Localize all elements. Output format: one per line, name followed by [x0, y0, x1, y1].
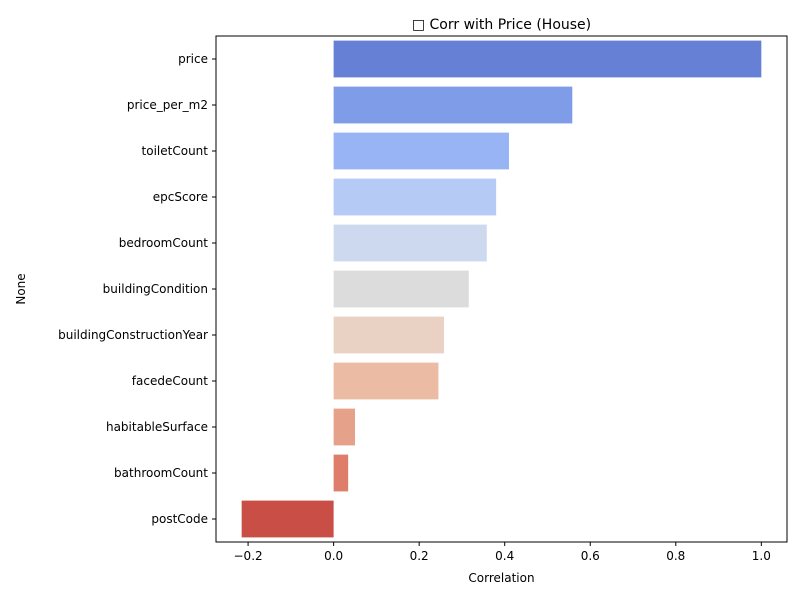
x-tick-group: −0.2 0.0 0.2 0.4 0.6 0.8 1.0: [234, 542, 771, 563]
x-axis-label: Correlation: [468, 571, 534, 585]
y-tick-label: postCode: [151, 512, 208, 526]
bar-buildingCondition: [333, 270, 469, 308]
y-axis-label: None: [14, 273, 28, 304]
bar-buildingConstructionYear: [333, 316, 444, 354]
y-tick-label: price: [178, 52, 208, 66]
plot-frame: [215, 35, 788, 543]
y-tick-label: toiletCount: [142, 144, 209, 158]
bar-price: [333, 40, 762, 78]
y-tick-group: price price_per_m2 toiletCount epcScore bedr…: [58, 52, 216, 526]
bar-bathroomCount: [333, 454, 349, 492]
x-tick-label: 0.8: [666, 549, 685, 563]
x-tick-label: 0.4: [495, 549, 514, 563]
y-tick-label: buildingConstructionYear: [58, 328, 208, 342]
bar-facedeCount: [333, 362, 439, 400]
bar-habitableSurface: [333, 408, 356, 446]
y-tick-label: price_per_m2: [127, 98, 208, 112]
x-tick-label: 1.0: [752, 549, 771, 563]
y-tick-label: facedeCount: [132, 374, 208, 388]
x-tick-label: 0.6: [581, 549, 600, 563]
chart-title: □ Corr with Price (House): [412, 17, 591, 33]
x-tick-label: 0.0: [324, 549, 343, 563]
y-tick-label: bedroomCount: [119, 236, 209, 250]
y-tick-label: buildingCondition: [103, 282, 208, 296]
y-tick-label: bathroomCount: [114, 466, 208, 480]
bar-epcScore: [333, 178, 497, 216]
bar-toiletCount: [333, 132, 509, 170]
bar-bedroomCount: [333, 224, 487, 262]
y-tick-label: habitableSurface: [106, 420, 208, 434]
bar-group: [241, 40, 762, 538]
x-tick-label: −0.2: [234, 549, 263, 563]
y-tick-label: epcScore: [153, 190, 208, 204]
bar-price_per_m2: [333, 86, 573, 124]
x-tick-label: 0.2: [410, 549, 429, 563]
bar-postCode: [241, 500, 334, 538]
